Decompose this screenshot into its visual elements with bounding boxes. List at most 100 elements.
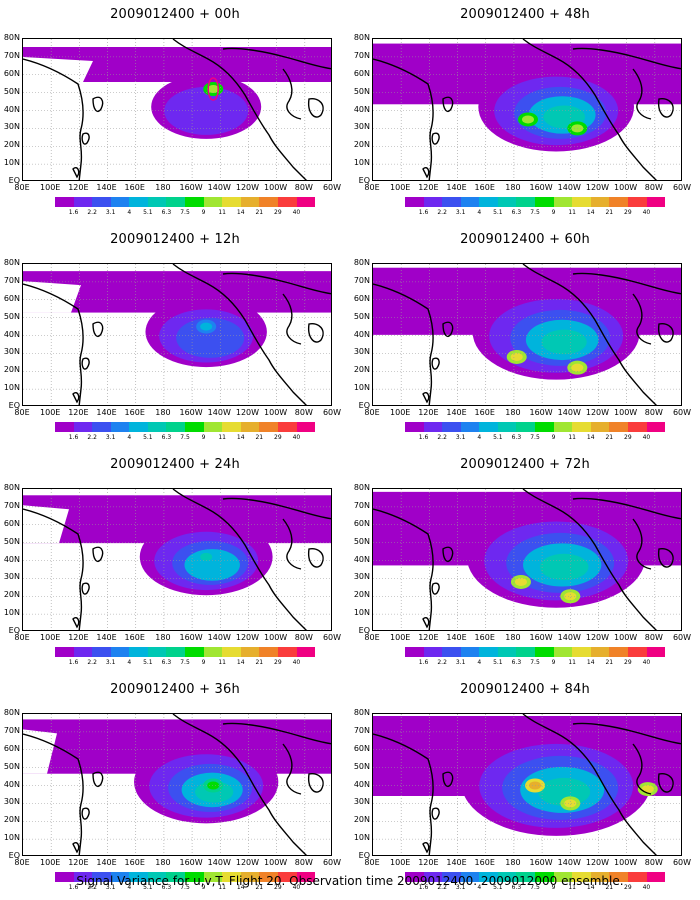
colorbar-swatch bbox=[553, 872, 573, 882]
colorbar-swatch bbox=[129, 647, 148, 657]
colorbar-label: 2.2 bbox=[87, 659, 97, 666]
colorbar-swatch bbox=[460, 197, 480, 207]
x-tick-label: 120E bbox=[68, 858, 89, 867]
x-tick-label: 100W bbox=[614, 858, 638, 867]
x-tick-label: 160W bbox=[529, 858, 553, 867]
y-tick-label: 20N bbox=[3, 590, 20, 600]
x-tick-label: 140E bbox=[96, 633, 117, 642]
coastline bbox=[282, 518, 302, 570]
variance-contour bbox=[539, 553, 589, 581]
variance-max bbox=[200, 552, 213, 561]
coastline bbox=[422, 392, 430, 404]
x-tick-label: 140E bbox=[446, 858, 467, 867]
colorbar-label: 9 bbox=[201, 884, 206, 891]
x-tick-label: 100W bbox=[614, 408, 638, 417]
colorbar-swatch bbox=[535, 422, 554, 432]
y-tick-label: 20N bbox=[3, 815, 20, 825]
forecast-panel: 2009012400 + 84h EQ 10N 20N 30N 40N 50N 60N 70N 8… bbox=[350, 675, 700, 900]
y-tick-label: 40N bbox=[3, 329, 20, 339]
colorbar-swatch bbox=[497, 647, 517, 657]
colorbar-label: 4 bbox=[127, 434, 132, 441]
colorbar-swatch bbox=[129, 422, 148, 432]
x-tick-label: 120E bbox=[418, 183, 439, 192]
x-tick-label: 80W bbox=[644, 858, 663, 867]
coastline bbox=[222, 272, 331, 295]
variance-max bbox=[207, 85, 220, 94]
colorbar-swatch bbox=[423, 422, 443, 432]
y-tick-label: 50N bbox=[353, 86, 370, 96]
colorbar-swatch bbox=[572, 422, 591, 432]
y-tick-label: 80N bbox=[353, 258, 370, 267]
colorbar-label: 11 bbox=[568, 659, 576, 666]
panel-title: 2009012400 + 12h bbox=[110, 232, 240, 247]
coastline bbox=[442, 771, 454, 788]
coastline bbox=[632, 293, 652, 345]
coastline bbox=[282, 743, 302, 795]
y-tick-label: 80N bbox=[353, 483, 370, 492]
colorbar-swatch bbox=[627, 647, 647, 657]
coastline bbox=[657, 98, 674, 118]
x-tick-label: 100E bbox=[390, 183, 411, 192]
colorbar-swatch bbox=[259, 197, 278, 207]
y-tick-label: 80N bbox=[353, 708, 370, 717]
colorbar-swatch bbox=[405, 872, 424, 882]
colorbar-swatch bbox=[147, 647, 167, 657]
colorbar-label: 6.3 bbox=[161, 434, 172, 441]
y-tick-label: 20N bbox=[3, 365, 20, 375]
colorbar bbox=[55, 872, 316, 882]
colorbar-swatch bbox=[110, 197, 130, 207]
x-tick-label: 160W bbox=[529, 633, 553, 642]
y-tick-label: 30N bbox=[3, 572, 20, 582]
x-tick-label: 160E bbox=[124, 633, 145, 642]
x-tick-label: 140W bbox=[557, 858, 581, 867]
x-tick-label: 80W bbox=[644, 408, 663, 417]
colorbar-swatch bbox=[203, 647, 223, 657]
colorbar-swatch bbox=[516, 872, 536, 882]
x-tick-label: 100E bbox=[390, 408, 411, 417]
colorbar-label: 4 bbox=[127, 209, 132, 216]
y-tick-label: 30N bbox=[353, 572, 370, 582]
y-tick-label: 30N bbox=[353, 347, 370, 357]
y-tick-label: 40N bbox=[353, 554, 370, 564]
y-tick-label: 60N bbox=[353, 293, 370, 303]
coastline bbox=[222, 497, 331, 520]
x-tick-label: 160E bbox=[124, 858, 145, 867]
colorbar-label: 4 bbox=[127, 659, 132, 666]
coastline bbox=[282, 68, 302, 120]
colorbar-swatch bbox=[572, 647, 591, 657]
colorbar-label: 11 bbox=[218, 434, 226, 441]
colorbar-label: 11 bbox=[218, 884, 226, 891]
colorbar-swatch bbox=[147, 197, 167, 207]
colorbar-label: 5.1 bbox=[143, 884, 153, 891]
colorbar-swatch bbox=[479, 197, 498, 207]
colorbar-swatch bbox=[129, 197, 148, 207]
coastline bbox=[81, 807, 90, 820]
y-tick-label: 80N bbox=[3, 258, 20, 267]
colorbar-label: 3.1 bbox=[105, 434, 116, 441]
coastline bbox=[23, 733, 84, 855]
colorbar-label: 29 bbox=[624, 659, 632, 666]
colorbar-swatch bbox=[259, 422, 278, 432]
colorbar-label: 11 bbox=[568, 884, 576, 891]
coastline bbox=[632, 518, 652, 570]
colorbar-label: 21 bbox=[605, 434, 614, 441]
colorbar-swatch bbox=[646, 422, 666, 432]
colorbar bbox=[55, 422, 316, 432]
coastline bbox=[172, 489, 307, 630]
x-tick-label: 100E bbox=[390, 633, 411, 642]
colorbar-label: 14 bbox=[586, 884, 595, 891]
coastline bbox=[92, 546, 104, 563]
y-tick-label: 70N bbox=[353, 725, 370, 735]
coastline bbox=[307, 98, 324, 118]
colorbar-swatch bbox=[590, 647, 610, 657]
variance-max bbox=[564, 799, 577, 808]
colorbar-label: 7.5 bbox=[180, 884, 190, 891]
x-tick-label: 160W bbox=[179, 633, 203, 642]
colorbar-label: 3.1 bbox=[455, 434, 466, 441]
colorbar-swatch bbox=[166, 197, 186, 207]
y-tick-label: 70N bbox=[353, 50, 370, 60]
y-tick-label: 40N bbox=[353, 329, 370, 339]
colorbar-swatch bbox=[516, 197, 536, 207]
x-tick-label: 60W bbox=[672, 183, 692, 192]
colorbar-swatch bbox=[222, 422, 241, 432]
